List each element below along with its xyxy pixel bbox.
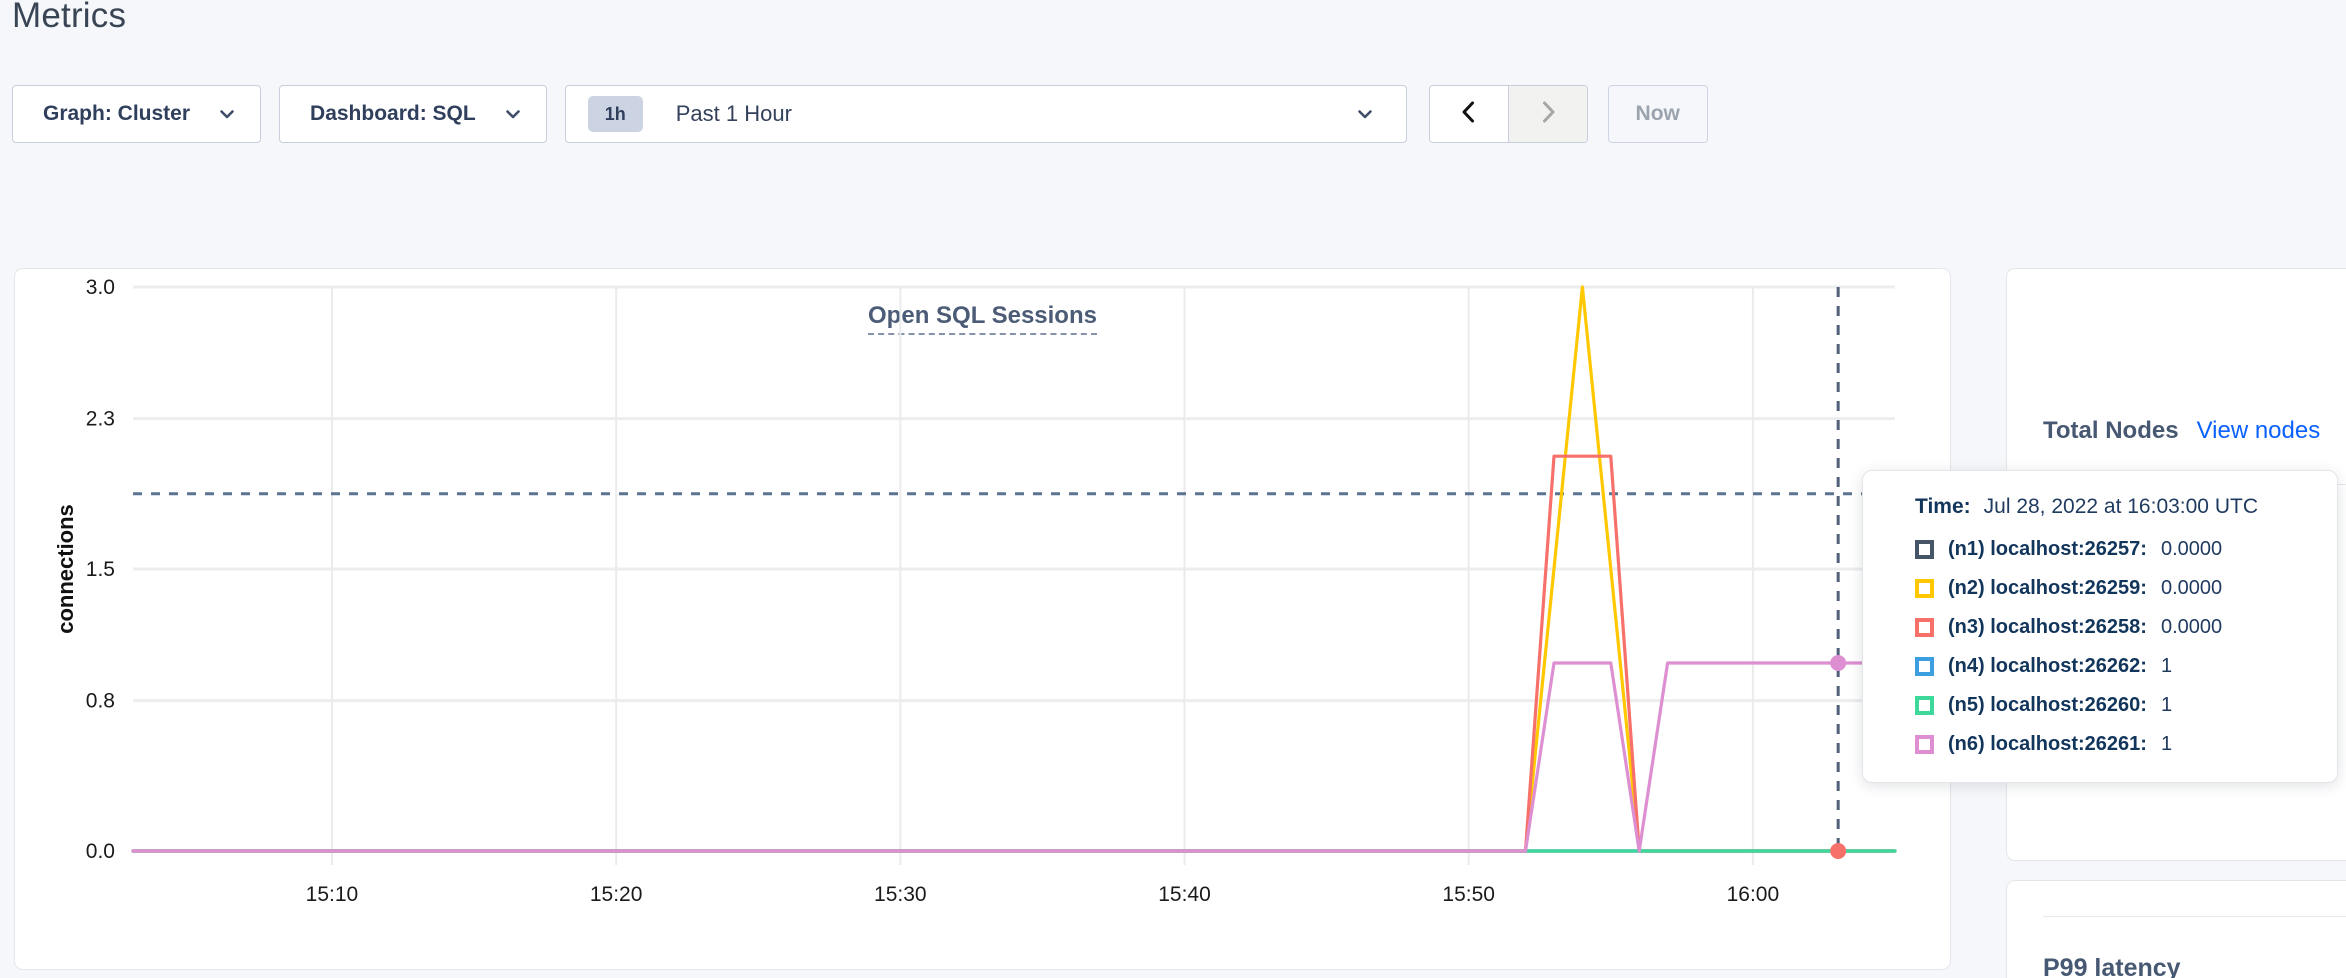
cursor-point-marker <box>1830 843 1847 859</box>
open-sql-sessions-chart-card: Open SQL Sessions 0.0 0.8 1.5 2.3 3.0 15:10 15… <box>14 268 1951 970</box>
series-name: (n6) localhost:26261: <box>1948 733 2147 755</box>
series-value: 1 <box>2160 733 2173 755</box>
tooltip-time-label: Time: <box>1915 495 1971 518</box>
total-nodes-label: Total Nodes <box>2043 417 2179 444</box>
series-color-swatch <box>1915 579 1934 598</box>
cursor-point-marker <box>1830 655 1847 671</box>
p99-latency-card: P99 latency <box>2006 880 2346 978</box>
series-color-swatch <box>1915 696 1934 715</box>
tooltip-series-row: (n1) localhost:26257: 0.0000 <box>1915 538 2307 561</box>
chart-plot[interactable]: 0.0 0.8 1.5 2.3 3.0 15:10 15:20 15:30 15:40 15:50… <box>15 269 1952 969</box>
x-axis-tick-label: 15:30 <box>874 883 927 906</box>
graph-select-label: Graph: Cluster <box>43 102 191 125</box>
tooltip-series-row: (n5) localhost:26260: 1 <box>1915 694 2307 717</box>
y-axis-tick-label: 0.8 <box>86 690 115 713</box>
dashboard-select-dropdown[interactable]: Dashboard: SQL <box>279 85 547 143</box>
series-name: (n4) localhost:26262: <box>1948 655 2147 677</box>
y-axis-tick-label: 3.0 <box>86 276 115 299</box>
chart-title[interactable]: Open SQL Sessions <box>15 302 1950 335</box>
series-value: 1 <box>2160 655 2173 677</box>
chart-series-line <box>131 661 1897 853</box>
x-axis-tick-label: 15:10 <box>306 883 359 906</box>
chart-title-text: Open SQL Sessions <box>868 302 1097 335</box>
y-axis-tick-label: 2.3 <box>86 408 115 431</box>
next-time-button[interactable] <box>1507 86 1587 142</box>
series-value: 0.0000 <box>2160 538 2223 560</box>
chart-tooltip: Time: Jul 28, 2022 at 16:03:00 UTC (n1) … <box>1862 470 2338 783</box>
x-axis-tick-label: 15:50 <box>1442 883 1495 906</box>
series-value: 1 <box>2160 694 2173 716</box>
p99-latency-title: P99 latency <box>2043 954 2181 978</box>
time-range-selector[interactable]: 1h Past 1 Hour <box>564 85 1407 143</box>
graph-select-dropdown[interactable]: Graph: Cluster <box>12 85 262 143</box>
prev-time-button[interactable] <box>1429 86 1508 142</box>
chevron-right-icon <box>1533 97 1563 132</box>
tooltip-series-row: (n2) localhost:26259: 0.0000 <box>1915 577 2307 600</box>
x-axis-tick-label: 15:40 <box>1158 883 1211 906</box>
chevron-down-icon <box>502 103 524 125</box>
dashboard-select-label: Dashboard: SQL <box>310 102 476 125</box>
series-color-swatch <box>1915 735 1934 754</box>
y-axis-tick-label: 0.0 <box>86 840 115 863</box>
tooltip-series-list: (n1) localhost:26257: 0.0000 (n2) localhos… <box>1915 538 2307 756</box>
tooltip-series-row: (n6) localhost:26261: 1 <box>1915 733 2307 756</box>
series-value: 0.0000 <box>2160 577 2223 599</box>
series-name: (n5) localhost:26260: <box>1948 694 2147 716</box>
series-color-swatch <box>1915 657 1934 676</box>
series-name: (n3) localhost:26258: <box>1948 616 2147 638</box>
now-button[interactable]: Now <box>1607 85 1708 143</box>
y-axis-tick-label: 1.5 <box>86 558 115 581</box>
page-title: Metrics <box>12 0 127 35</box>
tooltip-time-row: Time: Jul 28, 2022 at 16:03:00 UTC <box>1915 495 2307 519</box>
now-button-label: Now <box>1635 102 1680 125</box>
toolbar: Graph: Cluster Dashboard: SQL 1h Past 1 … <box>12 85 1708 143</box>
view-nodes-link[interactable]: View nodes <box>2196 417 2321 444</box>
series-color-swatch <box>1915 540 1934 559</box>
chevron-left-icon <box>1454 97 1484 132</box>
latency-divider <box>2043 916 2346 917</box>
series-value: 0.0000 <box>2160 616 2223 638</box>
chevron-down-icon <box>1354 103 1376 125</box>
series-color-swatch <box>1915 618 1934 637</box>
time-range-badge: 1h <box>587 96 643 132</box>
x-axis-tick-label: 15:20 <box>590 883 643 906</box>
series-name: (n1) localhost:26257: <box>1948 538 2147 560</box>
y-axis-label: connections <box>53 504 78 634</box>
chevron-down-icon <box>216 103 238 125</box>
tooltip-series-row: (n4) localhost:26262: 1 <box>1915 655 2307 678</box>
tooltip-series-row: (n3) localhost:26258: 0.0000 <box>1915 616 2307 639</box>
series-name: (n2) localhost:26259: <box>1948 577 2147 599</box>
time-range-label: Past 1 Hour <box>675 101 792 126</box>
total-nodes-row: Total Nodes View nodes <box>2043 417 2320 445</box>
tooltip-time-value: Jul 28, 2022 at 16:03:00 UTC <box>1983 495 2258 518</box>
time-nav-group <box>1428 85 1588 143</box>
x-axis-tick-label: 16:00 <box>1727 883 1780 906</box>
